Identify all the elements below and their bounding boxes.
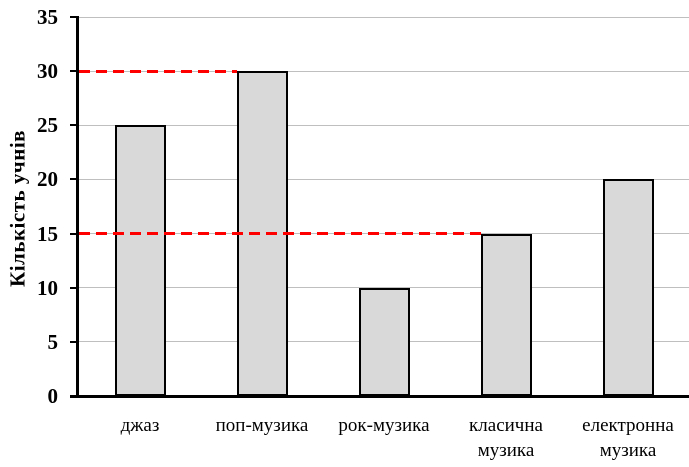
y-tick-label: 10 (37, 275, 58, 300)
reference-line (79, 232, 481, 236)
category-label: поп-музика (215, 415, 309, 436)
gridline (79, 16, 689, 18)
y-axis-tick (70, 178, 79, 181)
y-axis-tick (70, 16, 79, 18)
y-axis-tick (70, 232, 79, 235)
y-tick-label: 20 (37, 167, 58, 192)
y-axis-tick (70, 340, 79, 343)
gridline (79, 178, 689, 180)
y-axis-tick (70, 395, 79, 397)
category-label: джаз (120, 415, 160, 436)
category-label: електронна музика (582, 415, 674, 461)
y-tick-label: 25 (37, 113, 58, 138)
y-axis-tick (70, 286, 79, 289)
y-axis-line (76, 16, 79, 397)
reference-line (79, 69, 237, 73)
x-axis-line (70, 395, 689, 398)
gridline (79, 70, 689, 72)
y-axis-tick (70, 124, 79, 127)
category-label: рок-музика (338, 415, 430, 436)
gridline (79, 124, 689, 126)
y-tick-label: 30 (37, 59, 58, 84)
y-tick-label: 5 (47, 329, 59, 354)
bar (358, 287, 410, 396)
category-label: класична музика (469, 415, 543, 461)
y-tick-label: 15 (37, 221, 58, 246)
y-tick-label: 0 (47, 384, 59, 408)
bar (480, 233, 532, 396)
y-axis-tick (70, 70, 79, 73)
bar (602, 179, 654, 396)
y-tick-label: 35 (37, 5, 58, 29)
bar (114, 125, 166, 396)
